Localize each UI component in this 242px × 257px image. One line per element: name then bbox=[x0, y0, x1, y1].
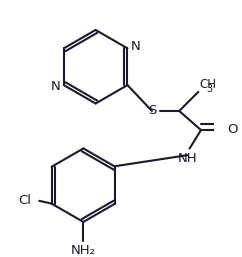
Text: CH: CH bbox=[200, 78, 217, 90]
Text: N: N bbox=[131, 40, 141, 53]
Text: S: S bbox=[148, 105, 156, 117]
Text: Cl: Cl bbox=[18, 194, 31, 207]
Text: 3: 3 bbox=[206, 84, 212, 94]
Text: N: N bbox=[51, 80, 60, 93]
Text: NH₂: NH₂ bbox=[71, 244, 96, 257]
Text: O: O bbox=[227, 123, 238, 136]
Text: NH: NH bbox=[178, 152, 197, 165]
